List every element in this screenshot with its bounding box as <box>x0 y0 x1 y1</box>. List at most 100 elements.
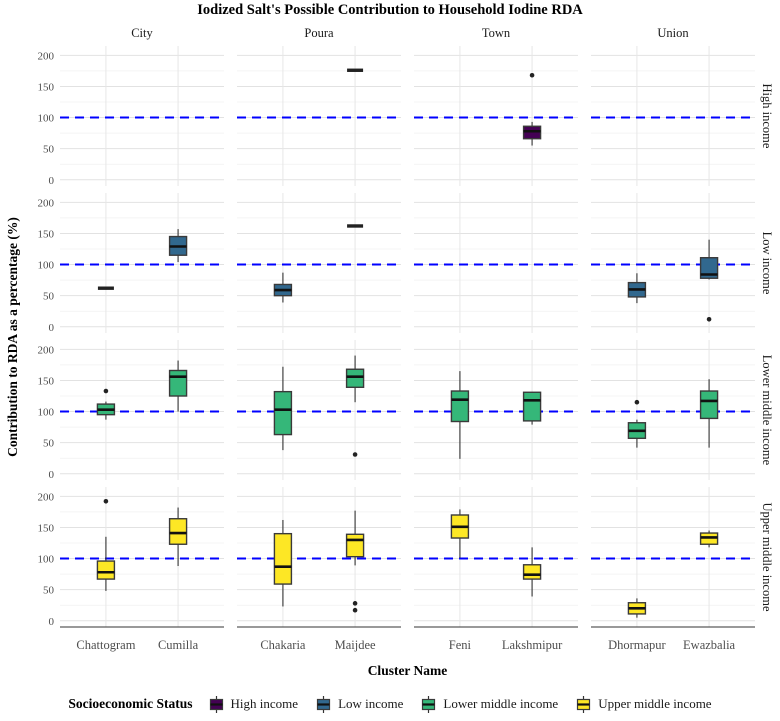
y-tick-label: 100 <box>38 260 55 272</box>
panel-poura-upper-middle-income <box>237 487 401 627</box>
box-chattogram-low-income <box>97 286 114 290</box>
y-tick-label: 100 <box>38 554 55 566</box>
panel-union-high-income <box>591 46 755 186</box>
legend-title: Socioeconomic Status <box>68 696 193 711</box>
legend-item-low-income: Low income <box>314 695 403 714</box>
y-tick-label: 100 <box>38 113 55 125</box>
iqr-box <box>522 564 542 580</box>
box-lakshmipur-lower-middle-income <box>522 391 542 425</box>
iqr-box <box>450 390 470 423</box>
iqr-box <box>345 368 365 388</box>
x-axis-title: Cluster Name <box>367 663 448 678</box>
collapsed-box <box>347 68 364 72</box>
y-tick-label: 200 <box>38 491 55 503</box>
col-strip-union: Union <box>657 26 689 40</box>
panel-town-lower-middle-income <box>414 340 578 480</box>
x-tick-chattogram: Chattogram <box>76 638 135 652</box>
x-tick-lakshmipur: Lakshmipur <box>502 638 563 652</box>
box-ewazbalia-upper-middle-income <box>699 530 719 548</box>
panel-town-high-income <box>414 46 578 186</box>
box-cumilla-low-income <box>168 229 188 263</box>
box-dhormapur-low-income <box>627 273 647 304</box>
iqr-box <box>273 390 293 436</box>
box-lakshmipur-upper-middle-income <box>522 547 542 597</box>
panel-city-low-income <box>60 193 224 333</box>
box-chakaria-upper-middle-income <box>273 519 293 607</box>
y-tick-label: 150 <box>38 375 55 387</box>
panel-city-lower-middle-income <box>60 340 224 480</box>
panel-poura-high-income <box>237 46 401 186</box>
legend-label: Low income <box>338 696 404 711</box>
legend-item-upper-middle-income: Upper middle income <box>574 695 712 714</box>
box-maijdee-lower-middle-income <box>345 355 365 457</box>
box-chattogram-lower-middle-income <box>96 388 116 420</box>
y-tick-label: 200 <box>38 50 55 62</box>
outlier-point <box>352 452 358 457</box>
x-tick-ewazbalia: Ewazbalia <box>683 638 736 652</box>
panel-town-low-income <box>414 193 578 333</box>
chart-title: Iodized Salt's Possible Contribution to … <box>197 2 583 18</box>
panel-poura-low-income <box>237 193 401 333</box>
iqr-box <box>699 257 719 279</box>
panel-union-lower-middle-income <box>591 340 755 480</box>
y-tick-label: 0 <box>49 322 55 334</box>
y-tick-label: 100 <box>38 407 55 419</box>
y-tick-label: 50 <box>43 585 55 597</box>
outlier-point <box>352 607 358 613</box>
legend-label: High income <box>230 696 299 711</box>
box-cumilla-lower-middle-income <box>168 360 188 412</box>
panel-city-upper-middle-income <box>60 487 224 627</box>
outlier-point <box>103 388 109 394</box>
y-tick-label: 200 <box>38 197 55 209</box>
y-tick-label: 0 <box>49 469 55 481</box>
x-tick-chakaria: Chakaria <box>260 638 306 652</box>
legend-item-high-income: High income <box>207 695 299 714</box>
box-feni-lower-middle-income <box>450 371 470 459</box>
x-tick-dhormapur: Dhormapur <box>608 638 666 652</box>
iqr-box <box>96 560 116 580</box>
col-strip-town: Town <box>482 26 511 40</box>
y-tick-label: 150 <box>38 522 55 534</box>
box-dhormapur-upper-middle-income <box>627 598 647 618</box>
box-chakaria-low-income <box>273 272 293 303</box>
box-chakaria-lower-middle-income <box>273 366 293 451</box>
iqr-box <box>345 533 365 558</box>
y-tick-label: 0 <box>49 616 55 628</box>
iqr-box <box>168 518 188 545</box>
box-chattogram-upper-middle-income <box>96 499 116 591</box>
box-feni-upper-middle-income <box>450 509 470 558</box>
outlier-point <box>634 399 640 405</box>
y-tick-label: 50 <box>43 438 55 450</box>
row-strip-high-income: High income <box>760 84 774 149</box>
panel-city-high-income <box>60 46 224 186</box>
boxplot-key-icon <box>422 695 436 713</box>
y-tick-label: 150 <box>38 81 55 93</box>
outlier-point <box>352 601 358 606</box>
legend: Socioeconomic Status High income Low inco… <box>0 690 780 718</box>
x-tick-cumilla: Cumilla <box>158 638 199 652</box>
x-tick-maijdee: Maijdee <box>335 638 376 652</box>
collapsed-box <box>97 286 114 290</box>
y-tick-label: 0 <box>49 175 55 187</box>
x-tick-feni: Feni <box>449 638 472 652</box>
box-maijdee-upper-middle-income <box>345 510 365 613</box>
outlier-point <box>706 317 712 322</box>
box-dhormapur-lower-middle-income <box>627 399 647 448</box>
panel-union-low-income <box>591 193 755 333</box>
row-strip-low-income: Low income <box>760 232 774 295</box>
collapsed-box <box>347 224 364 228</box>
legend-items: High income Low income Lower middle income… <box>207 695 712 714</box>
panel-poura-lower-middle-income <box>237 340 401 480</box>
col-strip-city: City <box>131 26 153 40</box>
row-strip-lower-middle-income: Lower middle income <box>760 355 774 466</box>
legend-label: Lower middle income <box>443 696 559 711</box>
boxplot-key-icon <box>577 695 591 713</box>
iqr-box <box>168 369 188 397</box>
box-lakshmipur-high-income <box>522 72 542 146</box>
boxplot-key-icon <box>209 695 223 713</box>
box-cumilla-upper-middle-income <box>168 507 188 567</box>
col-strip-poura: Poura <box>304 26 334 40</box>
legend-label: Upper middle income <box>598 696 712 711</box>
